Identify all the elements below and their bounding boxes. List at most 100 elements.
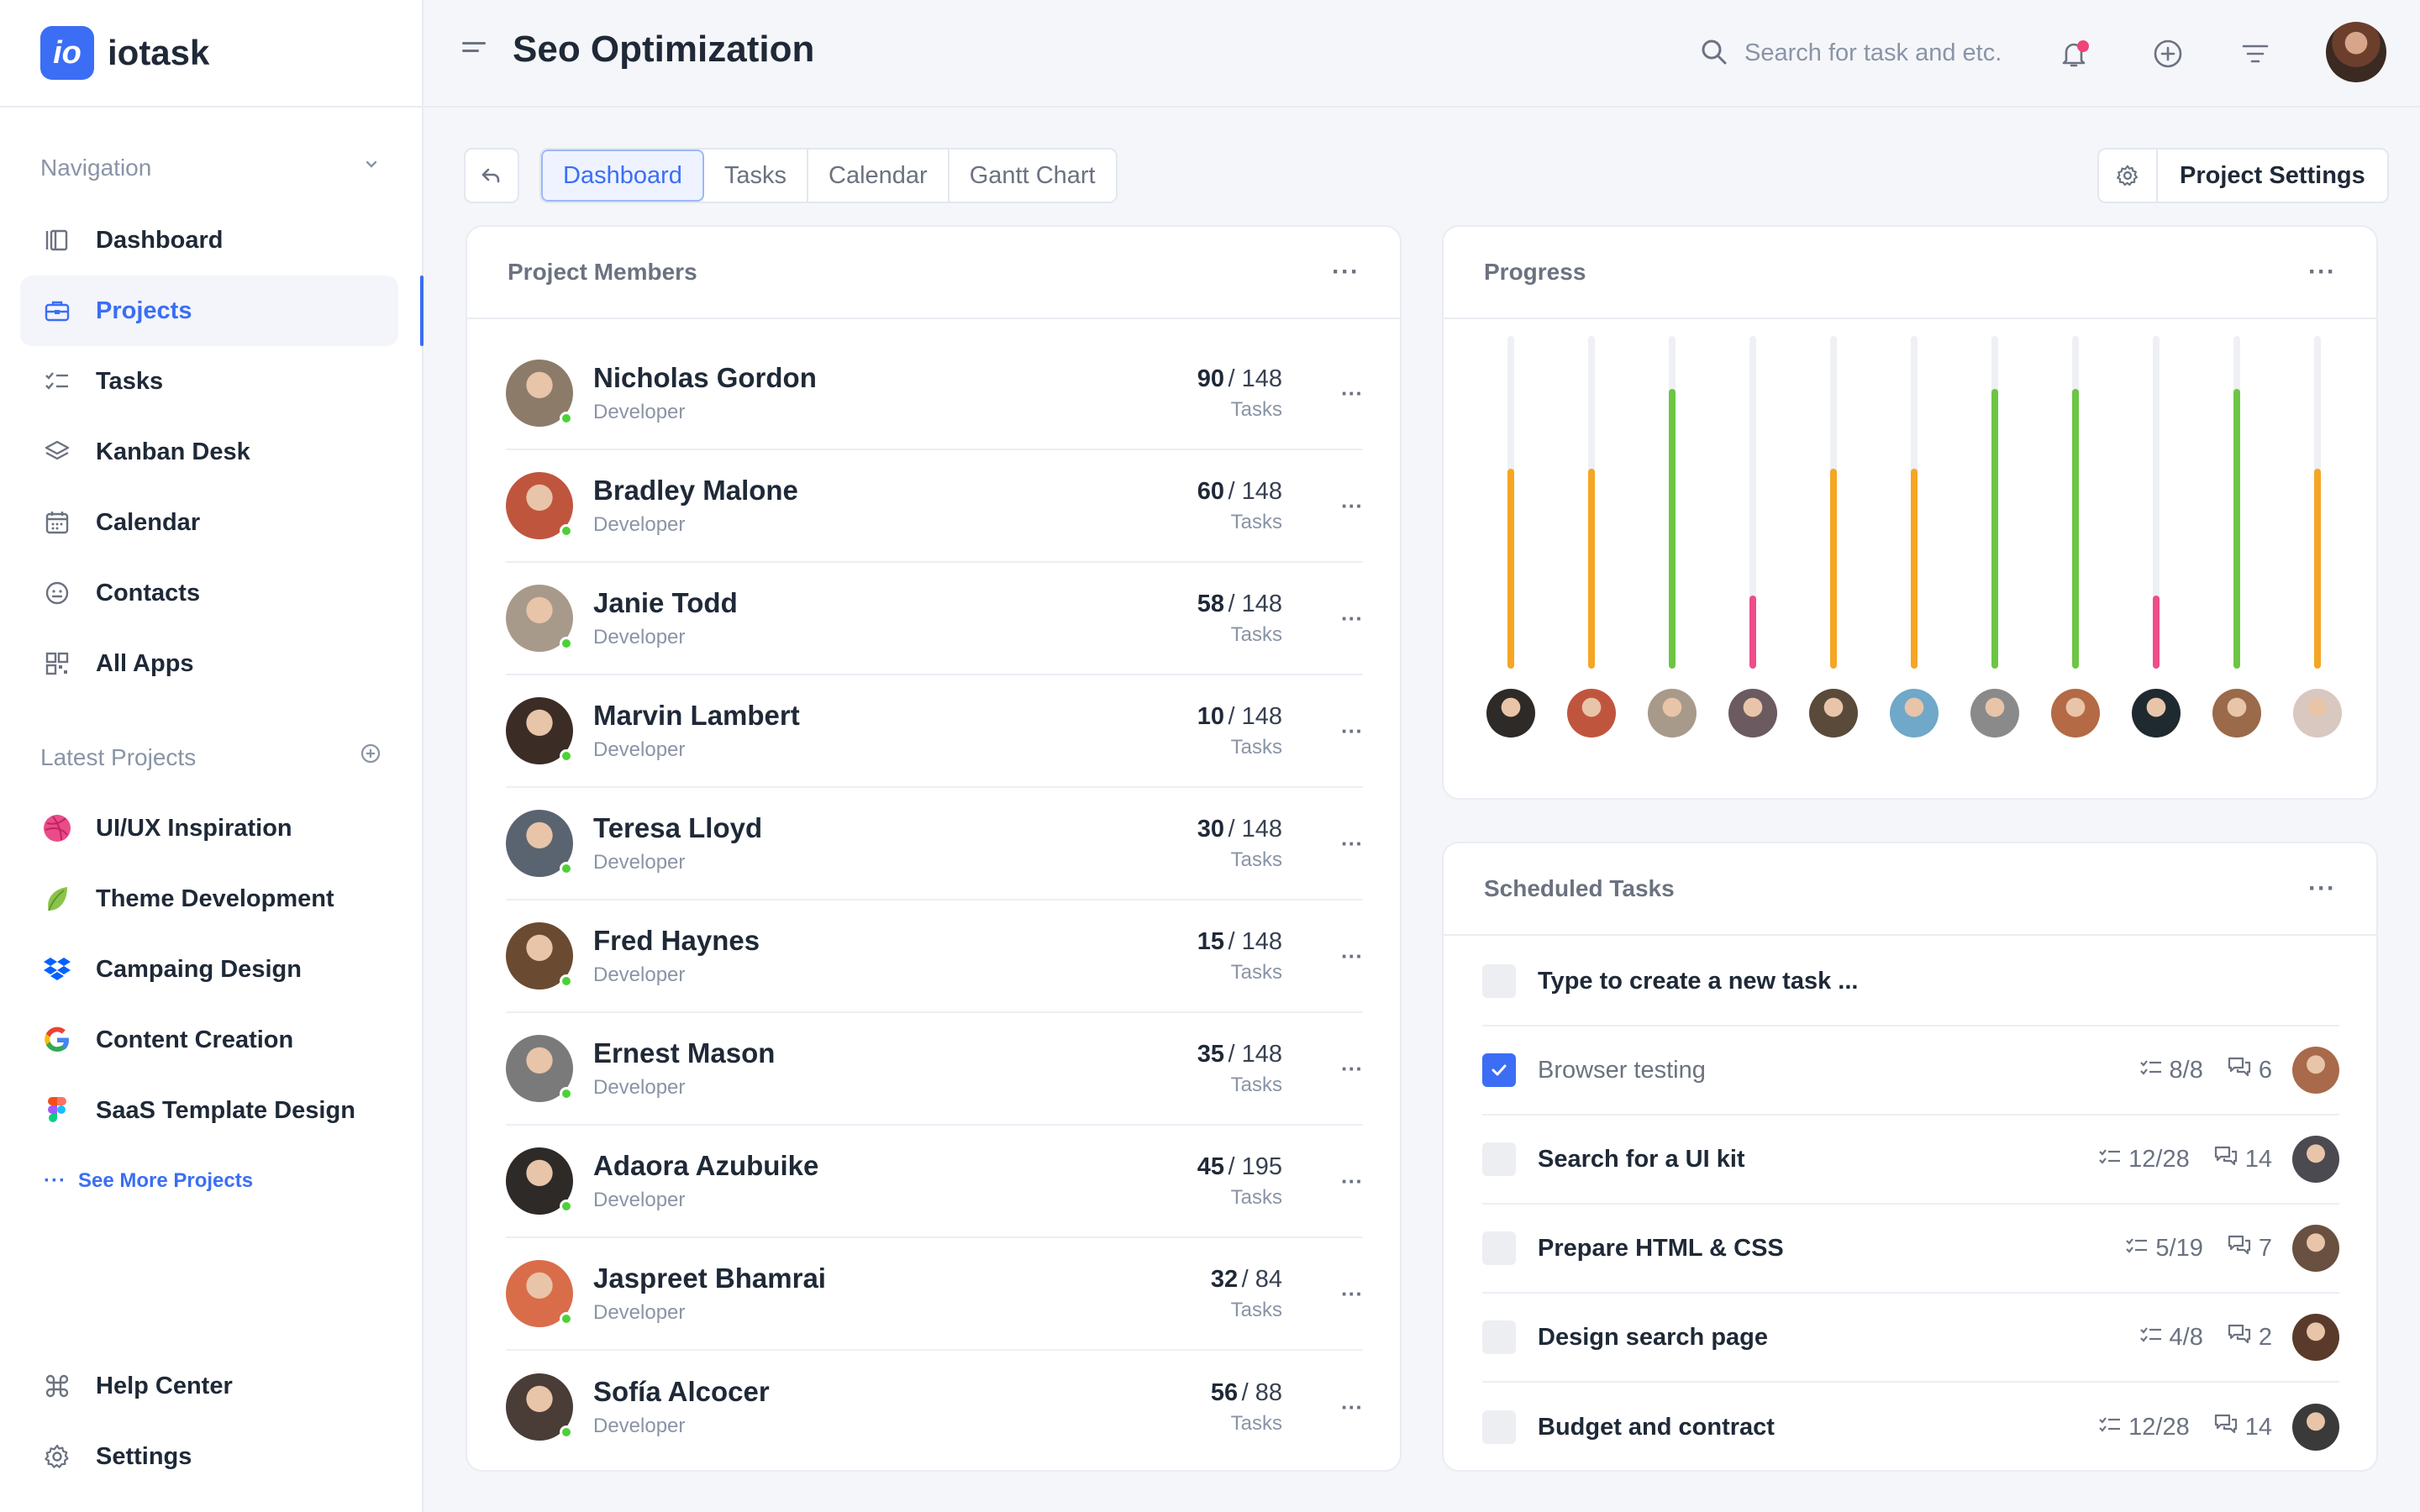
task-checkbox[interactable]: [1482, 1142, 1516, 1176]
task-assignee-avatar[interactable]: [2292, 1404, 2339, 1451]
member-row[interactable]: Jaspreet Bhamrai Developer 32 / 84 Tasks ···: [506, 1238, 1363, 1351]
see-more-projects-link[interactable]: ··· See More Projects: [44, 1169, 253, 1193]
new-task-input[interactable]: Type to create a new task ...: [1538, 967, 1859, 995]
tasks-done: 35: [1197, 1040, 1225, 1068]
member-name: Adaora Azubuike: [593, 1150, 819, 1181]
member-row[interactable]: Sofía Alcocer Developer 56 / 88 Tasks ···: [506, 1351, 1363, 1463]
member-more-icon[interactable]: ···: [1341, 942, 1363, 969]
member-more-icon[interactable]: ···: [1341, 1055, 1363, 1081]
progress-member-avatar[interactable]: [1809, 689, 1858, 738]
progress-member-avatar[interactable]: [2051, 689, 2100, 738]
tasks-total: / 148: [1228, 365, 1283, 392]
sidebar-item-contacts[interactable]: Contacts: [20, 558, 398, 628]
task-row[interactable]: Prepare HTML & CSS 5/19 7: [1482, 1205, 2339, 1294]
progress-member-avatar[interactable]: [1890, 689, 1939, 738]
progress-member-avatar[interactable]: [1970, 689, 2019, 738]
search-input[interactable]: [1744, 34, 2022, 72]
task-row[interactable]: Search for a UI kit 12/28 14: [1482, 1116, 2339, 1205]
task-assignee-avatar[interactable]: [2292, 1225, 2339, 1272]
task-assignee-avatar[interactable]: [2292, 1314, 2339, 1361]
task-row[interactable]: Browser testing 8/8 6: [1482, 1026, 2339, 1116]
task-checkbox[interactable]: [1482, 1410, 1516, 1444]
sidebar-item-projects[interactable]: Projects: [20, 276, 398, 346]
sidebar-item-kanban-desk[interactable]: Kanban Desk: [20, 417, 398, 487]
task-row[interactable]: Design search page 4/8 2: [1482, 1294, 2339, 1383]
more-options-icon[interactable]: ···: [1332, 258, 1360, 286]
more-options-icon[interactable]: ···: [2308, 874, 2336, 902]
member-info: Adaora Azubuike Developer: [593, 1150, 818, 1212]
new-task-checkbox[interactable]: [1482, 964, 1516, 998]
tasks-done: 30: [1197, 815, 1225, 843]
member-row[interactable]: Adaora Azubuike Developer 45 / 195 Tasks ···: [506, 1126, 1363, 1238]
task-checkbox[interactable]: [1482, 1231, 1516, 1265]
member-more-icon[interactable]: ···: [1341, 492, 1363, 518]
progress-member-avatar[interactable]: [1648, 689, 1697, 738]
member-more-icon[interactable]: ···: [1341, 830, 1363, 856]
more-options-icon[interactable]: ···: [2308, 258, 2336, 286]
project-item-campaing-design[interactable]: Campaing Design: [20, 934, 398, 1005]
sidebar-item-help-center[interactable]: Help Center: [20, 1351, 398, 1421]
tasks-done: 60: [1197, 477, 1225, 505]
progress-member-avatar[interactable]: [1567, 689, 1616, 738]
user-avatar[interactable]: [2326, 22, 2386, 82]
sidebar-item-tasks[interactable]: Tasks: [20, 346, 398, 417]
chevron-down-icon[interactable]: [363, 156, 380, 178]
navigation-section-title: Navigation: [40, 155, 152, 181]
member-more-icon[interactable]: ···: [1341, 1168, 1363, 1194]
sidebar-item-calendar[interactable]: Calendar: [20, 487, 398, 558]
member-row[interactable]: Bradley Malone Developer 60 / 148 Tasks ···: [506, 450, 1363, 563]
member-row[interactable]: Marvin Lambert Developer 10 / 148 Tasks ···: [506, 675, 1363, 788]
member-row[interactable]: Ernest Mason Developer 35 / 148 Tasks ···: [506, 1013, 1363, 1126]
progress-member-avatar[interactable]: [2293, 689, 2342, 738]
project-item-content-creation[interactable]: Content Creation: [20, 1005, 398, 1075]
member-row[interactable]: Fred Haynes Developer 15 / 148 Tasks ···: [506, 900, 1363, 1013]
member-more-icon[interactable]: ···: [1341, 1280, 1363, 1306]
tab-tasks[interactable]: Tasks: [704, 150, 809, 202]
task-checkbox[interactable]: [1482, 1053, 1516, 1087]
menu-toggle-icon[interactable]: [462, 42, 486, 66]
sidebar-item-settings[interactable]: Settings: [20, 1421, 398, 1492]
progress-member-avatar[interactable]: [1728, 689, 1777, 738]
member-row[interactable]: Teresa Lloyd Developer 30 / 148 Tasks ···: [506, 788, 1363, 900]
progress-member-avatar[interactable]: [1486, 689, 1535, 738]
tab-dashboard[interactable]: Dashboard: [541, 150, 704, 202]
sidebar-item-dashboard[interactable]: Dashboard: [20, 205, 398, 276]
sidebar-item-all-apps[interactable]: All Apps: [20, 628, 398, 699]
member-row[interactable]: Nicholas Gordon Developer 90 / 148 Tasks ···: [506, 338, 1363, 450]
tab-gantt-chart[interactable]: Gantt Chart: [969, 161, 1096, 189]
active-nav-indicator: [420, 276, 424, 346]
project-settings-label: Project Settings: [2180, 161, 2365, 189]
member-info: Fred Haynes Developer: [593, 925, 760, 987]
project-item-saas-template-design[interactable]: SaaS Template Design: [20, 1075, 398, 1146]
online-status-dot: [560, 749, 573, 763]
task-name: Prepare HTML & CSS: [1538, 1234, 1784, 1262]
task-checkbox[interactable]: [1482, 1320, 1516, 1354]
project-settings-button[interactable]: Project Settings: [2097, 148, 2389, 203]
progress-member-avatar[interactable]: [2132, 689, 2181, 738]
project-item-ui-ux-inspiration[interactable]: UI/UX Inspiration: [20, 793, 398, 864]
task-assignee-avatar[interactable]: [2292, 1047, 2339, 1094]
project-members-card: Project Members ··· Nicholas Gordon Devel…: [466, 225, 1402, 1472]
tab-calendar[interactable]: Calendar: [808, 150, 950, 202]
member-avatar: [506, 360, 573, 427]
member-more-icon[interactable]: ···: [1341, 605, 1363, 631]
member-avatar: [506, 810, 573, 877]
member-more-icon[interactable]: ···: [1341, 380, 1363, 406]
tasks-done: 45: [1197, 1152, 1225, 1180]
new-task-row[interactable]: Type to create a new task ...: [1482, 937, 2339, 1026]
member-name: Ernest Mason: [593, 1037, 776, 1068]
back-button[interactable]: [464, 148, 519, 203]
card-title: Scheduled Tasks: [1484, 875, 1675, 901]
filter-icon[interactable]: [2238, 37, 2272, 71]
task-row[interactable]: Budget and contract 12/28 14: [1482, 1383, 2339, 1472]
add-project-icon[interactable]: [360, 743, 381, 769]
task-assignee-avatar[interactable]: [2292, 1136, 2339, 1183]
add-circle-icon[interactable]: [2151, 37, 2185, 71]
notification-bell-icon[interactable]: [2057, 37, 2091, 71]
progress-member-avatar[interactable]: [2212, 689, 2261, 738]
brand[interactable]: io iotask: [0, 0, 422, 108]
member-row[interactable]: Janie Todd Developer 58 / 148 Tasks ···: [506, 563, 1363, 675]
member-more-icon[interactable]: ···: [1341, 717, 1363, 743]
member-more-icon[interactable]: ···: [1341, 1394, 1363, 1420]
project-item-theme-development[interactable]: Theme Development: [20, 864, 398, 934]
